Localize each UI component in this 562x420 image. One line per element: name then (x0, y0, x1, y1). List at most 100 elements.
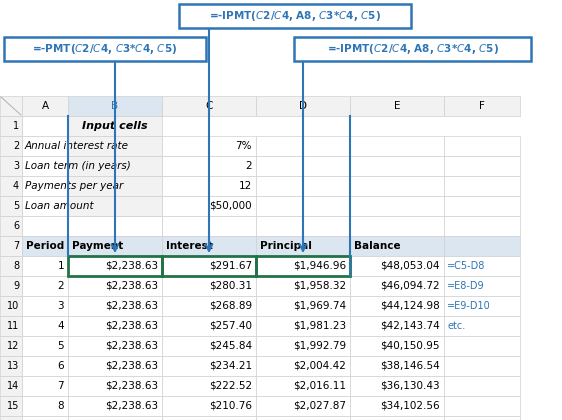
Bar (256, 356, 350, 376)
Text: D: D (299, 101, 307, 111)
Bar (444, 356, 520, 376)
Bar (0, 356, 22, 376)
Bar (68, 336, 162, 356)
Bar (162, 236, 256, 256)
Bar (350, 376, 444, 396)
Bar (444, 96, 520, 116)
Bar (22, 316, 68, 336)
Text: E: E (394, 101, 400, 111)
Bar (68, 216, 162, 236)
Bar (350, 156, 444, 176)
Bar (0, 96, 22, 116)
Text: =-PMT($C$2/$C$4, $C$3*$C$4, $C$5): =-PMT($C$2/$C$4, $C$3*$C$4, $C$5) (33, 42, 178, 56)
Bar (162, 356, 256, 376)
Bar (0, 116, 22, 136)
Bar (162, 256, 256, 276)
Bar (68, 296, 162, 316)
Bar (22, 116, 68, 136)
Text: 2: 2 (13, 141, 19, 151)
Text: $2,238.63: $2,238.63 (105, 401, 158, 411)
Text: $234.21: $234.21 (209, 361, 252, 371)
Bar (22, 296, 68, 316)
Bar (68, 396, 162, 416)
Text: Principal: Principal (260, 241, 312, 251)
Bar (0, 156, 22, 176)
Text: B: B (111, 101, 119, 111)
Bar (68, 96, 162, 116)
Bar (162, 256, 256, 276)
Bar (68, 376, 162, 396)
Bar (68, 136, 162, 156)
Bar (444, 376, 520, 396)
Text: 4: 4 (57, 321, 64, 331)
Bar (0, 376, 22, 396)
Text: $2,016.11: $2,016.11 (293, 381, 346, 391)
Text: 1: 1 (13, 121, 19, 131)
Bar (162, 376, 256, 396)
Text: $210.76: $210.76 (209, 401, 252, 411)
Text: $34,102.56: $34,102.56 (380, 401, 440, 411)
Bar (162, 176, 256, 196)
Text: $36,130.43: $36,130.43 (380, 381, 440, 391)
Text: 5: 5 (57, 341, 64, 351)
Bar (0, 296, 22, 316)
Bar (350, 176, 444, 196)
Text: Payments per year: Payments per year (25, 181, 123, 191)
Bar (22, 136, 68, 156)
FancyBboxPatch shape (4, 37, 206, 61)
Text: 3: 3 (57, 301, 64, 311)
Bar (444, 236, 520, 256)
Text: $2,238.63: $2,238.63 (105, 341, 158, 351)
Text: $1,958.32: $1,958.32 (293, 281, 346, 291)
Bar (68, 196, 162, 216)
Text: =-IPMT($C$2/$C$4, A8, $C$3*$C$4, $C$5): =-IPMT($C$2/$C$4, A8, $C$3*$C$4, $C$5) (209, 9, 381, 23)
Text: $40,150.95: $40,150.95 (380, 341, 440, 351)
Bar (68, 156, 162, 176)
Text: 2: 2 (246, 161, 252, 171)
Bar (162, 336, 256, 356)
Bar (68, 116, 162, 136)
Text: Input cells: Input cells (82, 121, 148, 131)
Bar (68, 356, 162, 376)
Text: 11: 11 (7, 321, 19, 331)
Text: $222.52: $222.52 (209, 381, 252, 391)
Bar (350, 396, 444, 416)
Bar (350, 276, 444, 296)
Bar (256, 216, 350, 236)
Text: $2,238.63: $2,238.63 (105, 321, 158, 331)
Bar (444, 156, 520, 176)
Bar (444, 176, 520, 196)
Bar (256, 316, 350, 336)
Text: Loan amount: Loan amount (25, 201, 94, 211)
Text: 10: 10 (7, 301, 19, 311)
Bar (350, 316, 444, 336)
Bar (162, 156, 256, 176)
Bar (22, 376, 68, 396)
Text: Loan term (in years): Loan term (in years) (25, 161, 131, 171)
Text: $46,094.72: $46,094.72 (380, 281, 440, 291)
Bar (162, 96, 256, 116)
Bar (162, 136, 256, 156)
Bar (444, 256, 520, 276)
Text: =E9-D10: =E9-D10 (447, 301, 491, 311)
Text: 4: 4 (13, 181, 19, 191)
Bar (22, 336, 68, 356)
Text: 13: 13 (7, 361, 19, 371)
Text: $48,053.04: $48,053.04 (380, 261, 440, 271)
Text: =E8-D9: =E8-D9 (447, 281, 484, 291)
Text: $2,004.42: $2,004.42 (293, 361, 346, 371)
Text: 15: 15 (7, 401, 19, 411)
Bar (22, 356, 68, 376)
Bar (0, 176, 22, 196)
Text: =C5-D8: =C5-D8 (447, 261, 486, 271)
Bar (68, 256, 162, 276)
Text: 6: 6 (13, 221, 19, 231)
Bar (444, 216, 520, 236)
Text: 14: 14 (7, 381, 19, 391)
Bar (162, 276, 256, 296)
Text: 9: 9 (13, 281, 19, 291)
Text: 12: 12 (7, 341, 19, 351)
Bar (444, 396, 520, 416)
Bar (68, 276, 162, 296)
Bar (256, 376, 350, 396)
